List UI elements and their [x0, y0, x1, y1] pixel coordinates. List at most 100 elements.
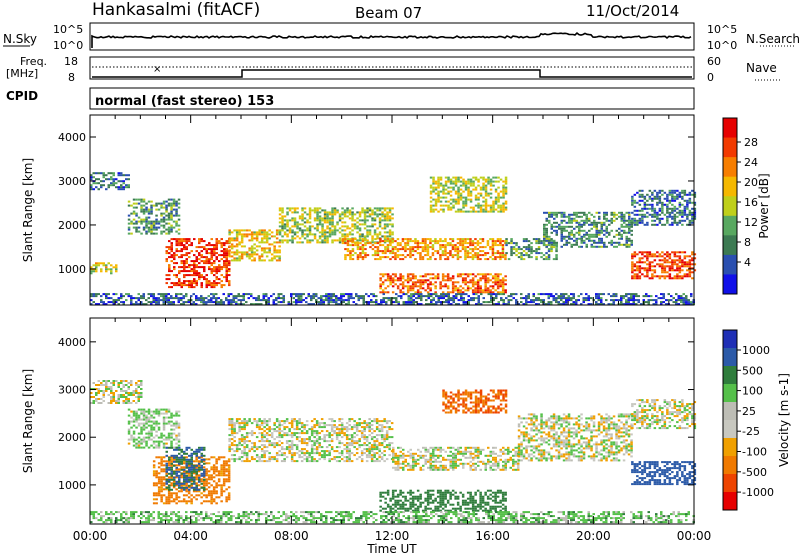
data-cell — [222, 456, 226, 459]
data-cell — [389, 275, 392, 278]
data-cell — [344, 238, 347, 241]
data-cell — [409, 289, 412, 292]
data-cell — [175, 262, 178, 265]
data-cell — [487, 210, 490, 213]
data-cell — [90, 174, 93, 177]
data-cell — [145, 410, 148, 413]
data-cell — [162, 218, 166, 221]
data-cell — [183, 268, 186, 271]
data-cell — [155, 474, 158, 477]
data-cell — [217, 472, 221, 475]
data-cell — [326, 221, 329, 224]
data-cell — [155, 494, 158, 497]
data-cell — [250, 255, 254, 258]
data-cell — [449, 279, 452, 282]
data-cell — [125, 299, 128, 302]
data-cell — [187, 492, 191, 495]
data-cell — [461, 248, 465, 251]
data-cell — [671, 277, 674, 280]
data-cell — [502, 186, 505, 189]
data-cell — [170, 238, 173, 241]
data-cell — [492, 200, 495, 203]
data-cell — [167, 460, 171, 463]
data-cell — [595, 293, 598, 296]
data-cell — [152, 220, 156, 223]
data-cell — [610, 211, 613, 214]
data-cell — [313, 237, 317, 240]
data-cell — [565, 243, 568, 246]
data-cell — [376, 258, 380, 261]
data-cell — [575, 303, 578, 306]
data-cell — [426, 244, 430, 247]
data-cell — [356, 242, 360, 245]
data-cell — [135, 396, 138, 398]
data-cell — [496, 273, 500, 276]
data-cell — [647, 295, 650, 298]
data-cell — [492, 293, 495, 296]
data-cell — [464, 182, 468, 185]
data-cell — [127, 432, 131, 435]
data-cell — [389, 242, 392, 245]
data-cell — [388, 207, 392, 210]
data-cell — [466, 285, 470, 288]
data-cell — [673, 195, 677, 198]
data-cell — [620, 301, 623, 304]
data-cell — [424, 281, 427, 284]
data-cell — [668, 275, 672, 278]
data-cell — [125, 398, 128, 400]
data-cell — [432, 293, 435, 296]
data-cell — [130, 222, 133, 225]
data-cell — [387, 299, 390, 302]
data-cell — [461, 279, 465, 282]
data-cell — [160, 230, 163, 233]
data-cell — [598, 211, 601, 214]
data-cell — [459, 256, 462, 259]
data-cell — [419, 283, 422, 286]
data-cell — [455, 303, 458, 306]
data-cell — [456, 246, 460, 249]
data-cell — [646, 251, 649, 254]
data-cell — [160, 295, 163, 298]
data-cell — [651, 209, 654, 212]
data-cell — [603, 229, 606, 232]
data-cell — [228, 274, 231, 277]
data-cell — [648, 277, 652, 280]
data-cell — [344, 248, 347, 251]
data-cell — [640, 303, 643, 306]
data-cell — [170, 484, 173, 487]
data-cell — [452, 198, 455, 201]
data-cell — [491, 287, 495, 290]
data-cell — [431, 273, 435, 276]
data-cell — [265, 247, 269, 250]
data-cell — [409, 273, 412, 276]
data-cell — [326, 211, 329, 214]
data-cell — [476, 242, 480, 245]
data-cell — [678, 191, 682, 194]
data-cell — [436, 240, 440, 243]
data-cell — [210, 297, 213, 300]
data-cell — [494, 275, 497, 278]
data-cell — [454, 190, 458, 193]
data-cell — [167, 299, 170, 302]
data-cell — [464, 210, 468, 213]
data-cell — [205, 470, 208, 473]
data-cell — [406, 273, 410, 276]
data-cell — [399, 277, 402, 280]
data-cell — [97, 398, 100, 400]
data-cell — [588, 235, 591, 238]
data-cell — [326, 237, 329, 240]
data-cell — [120, 172, 123, 175]
data-cell — [257, 299, 260, 302]
data-cell — [469, 273, 472, 276]
data-cell — [152, 420, 156, 423]
data-cell — [130, 394, 133, 396]
data-cell — [410, 299, 413, 302]
data-cell — [464, 248, 467, 251]
data-cell — [392, 297, 395, 300]
data-cell — [192, 460, 196, 463]
data-cell — [217, 297, 220, 300]
data-cell — [182, 460, 186, 463]
data-cell — [396, 254, 400, 257]
data-cell — [386, 275, 390, 278]
data-cell — [215, 266, 218, 269]
